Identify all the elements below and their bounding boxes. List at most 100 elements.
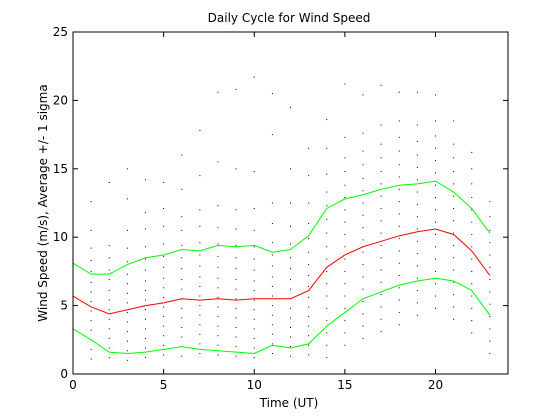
scatter-point xyxy=(416,203,418,205)
scatter-point xyxy=(235,257,237,259)
scatter-point xyxy=(90,259,92,261)
scatter-point xyxy=(416,253,418,255)
scatter-point xyxy=(326,283,328,285)
scatter-point xyxy=(90,291,92,293)
scatter-point xyxy=(271,242,273,244)
scatter-point xyxy=(145,228,146,230)
scatter-point xyxy=(435,209,436,211)
scatter-point xyxy=(290,288,291,290)
scatter-point xyxy=(435,283,436,285)
scatter-point xyxy=(235,317,237,319)
scatter-point xyxy=(435,258,436,260)
scatter-point xyxy=(126,198,128,200)
scatter-point xyxy=(235,88,237,90)
scatter-point xyxy=(471,246,473,248)
scatter-point xyxy=(435,246,436,248)
scatter-point xyxy=(271,134,273,136)
scatter-point xyxy=(471,168,473,170)
scatter-point xyxy=(344,171,346,173)
scatter-point xyxy=(108,244,110,246)
scatter-point xyxy=(380,294,382,296)
scatter-point xyxy=(435,120,436,122)
scatter-point xyxy=(199,324,201,326)
scatter-point xyxy=(163,335,165,337)
scatter-point xyxy=(90,247,92,249)
scatter-point xyxy=(217,161,219,163)
scatter-point xyxy=(126,229,128,231)
scatter-point xyxy=(271,285,273,287)
scatter-point xyxy=(489,201,491,203)
scatter-point xyxy=(271,343,273,345)
scatter-point xyxy=(398,150,400,152)
scatter-point xyxy=(398,262,400,264)
scatter-point xyxy=(199,314,201,316)
scatter-point xyxy=(435,270,436,272)
scatter-point xyxy=(398,213,400,215)
scatter-point xyxy=(253,76,255,78)
scatter-point xyxy=(380,244,382,246)
scatter-point xyxy=(145,309,146,311)
scatter-point xyxy=(199,352,201,354)
x-tick-label: 15 xyxy=(337,378,352,392)
scatter-point xyxy=(271,93,273,95)
scatter-point xyxy=(181,336,183,338)
scatter-point xyxy=(217,277,219,279)
scatter-point xyxy=(416,154,418,156)
scatter-point xyxy=(217,205,219,207)
y-tick-label: 25 xyxy=(53,25,68,39)
scatter-point xyxy=(217,296,219,298)
scatter-point xyxy=(308,175,310,177)
scatter-point xyxy=(326,332,328,334)
scatter-point xyxy=(362,276,364,278)
scatter-point xyxy=(253,269,255,271)
scatter-point xyxy=(163,306,165,308)
scatter-point xyxy=(181,268,183,270)
scatter-point xyxy=(344,184,346,186)
scatter-point xyxy=(326,320,328,322)
scatter-point xyxy=(453,171,455,173)
scatter-point xyxy=(290,336,291,338)
scatter-point xyxy=(398,176,400,178)
scatter-point xyxy=(435,135,436,137)
scatter-point xyxy=(362,227,364,229)
scatter-point xyxy=(380,281,382,283)
scatter-point xyxy=(126,247,128,249)
scatter-point xyxy=(362,251,364,253)
scatter-point xyxy=(398,164,400,166)
scatter-point xyxy=(235,168,237,170)
scatter-point xyxy=(435,221,436,223)
scatter-point xyxy=(235,228,237,230)
scatter-point xyxy=(181,355,183,357)
scatter-point xyxy=(235,346,237,348)
scatter-point xyxy=(145,347,146,349)
scatter-point xyxy=(217,325,219,327)
scatter-point xyxy=(326,344,328,346)
scatter-point xyxy=(126,292,128,294)
scatter-point xyxy=(290,168,291,170)
scatter-point xyxy=(290,355,291,357)
scatter-point xyxy=(489,291,491,293)
scatter-point xyxy=(199,130,201,131)
scatter-point xyxy=(108,269,110,271)
scatter-point xyxy=(163,287,165,289)
scatter-point xyxy=(290,326,291,328)
scatter-point xyxy=(235,268,237,270)
scatter-point xyxy=(344,332,346,334)
scatter-point xyxy=(199,265,201,267)
scatter-point xyxy=(453,318,455,320)
scatter-point xyxy=(217,243,219,245)
scatter-point xyxy=(326,191,328,193)
scatter-point xyxy=(435,184,436,186)
scatter-point xyxy=(344,258,346,260)
scatter-point xyxy=(181,216,183,218)
scatter-point xyxy=(453,269,455,271)
scatter-point xyxy=(435,172,436,174)
chart-title: Daily Cycle for Wind Speed xyxy=(208,11,371,25)
scatter-point xyxy=(126,168,128,170)
scatter-point xyxy=(145,179,146,181)
scatter-point xyxy=(471,221,473,223)
scatter-point xyxy=(308,316,310,318)
scatter-point xyxy=(90,270,92,272)
scatter-point xyxy=(489,303,491,305)
scatter-point xyxy=(416,302,418,304)
